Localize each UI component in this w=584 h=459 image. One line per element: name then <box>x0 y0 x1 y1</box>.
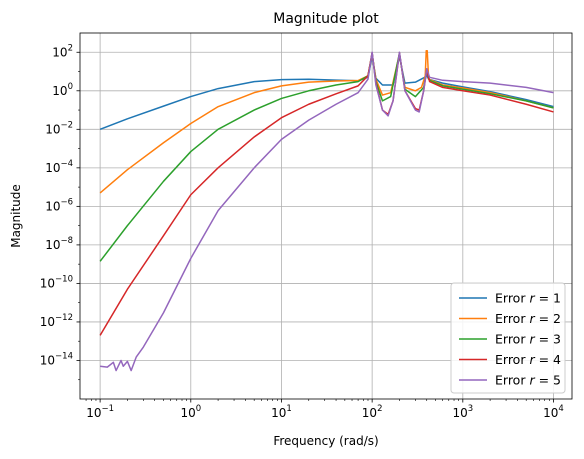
x-tick-label-0: 10−1 <box>86 404 114 420</box>
x-tick-label-3: 102 <box>362 404 383 420</box>
legend-label-r2: Error r = 2 <box>495 311 561 326</box>
y-tick-label-2: 10−10 <box>40 274 73 290</box>
legend: Error r = 1 Error r = 2 Error r = 3 Error r… <box>450 282 566 394</box>
y-tick-label-5: 10−4 <box>45 159 73 175</box>
y-tick-label-0: 10−14 <box>40 351 73 367</box>
chart-title: Magnitude plot <box>273 11 379 27</box>
y-tick-label-6: 10−2 <box>45 120 73 136</box>
y-tick-label-4: 10−6 <box>45 197 73 213</box>
series-line-r1 <box>99 55 554 131</box>
legend-label-r5: Error r = 5 <box>495 373 561 388</box>
legend-label-r3: Error r = 3 <box>495 332 561 347</box>
legend-box <box>450 282 566 394</box>
series-line-r5 <box>100 51 554 372</box>
series-line-r3 <box>99 52 554 262</box>
x-tick-label-1: 100 <box>180 404 201 420</box>
legend-label-r4: Error r = 4 <box>495 352 561 367</box>
legend-label-r1: Error r = 1 <box>495 291 561 306</box>
series-layer <box>99 49 554 372</box>
x-axis-label: Frequency (rad/s) <box>273 434 378 448</box>
grid-lines <box>80 33 572 399</box>
x-tick-label-4: 103 <box>452 404 473 420</box>
x-tick-label-5: 104 <box>543 404 564 420</box>
plot-frame <box>79 32 573 400</box>
x-tick-label-2: 101 <box>271 404 292 420</box>
y-axis-label: Magnitude <box>9 184 23 248</box>
axis-ticks: 10−1 100 101 102 103 104 10−14 10−12 10−10 10−8 10… <box>40 43 564 420</box>
y-tick-label-7: 100 <box>52 82 73 98</box>
y-tick-label-1: 10−12 <box>40 313 73 329</box>
y-tick-label-8: 102 <box>52 43 73 59</box>
y-tick-label-3: 10−8 <box>45 236 73 252</box>
